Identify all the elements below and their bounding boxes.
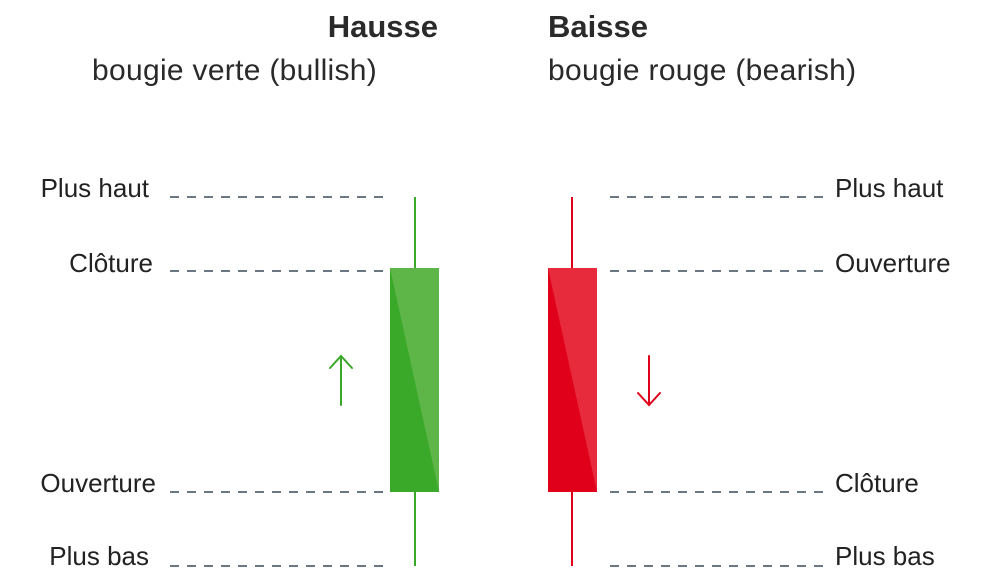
bearish-candle-highlight <box>548 268 597 492</box>
bullish-label-open: Ouverture <box>40 468 156 498</box>
bullish-label-close: Clôture <box>69 248 153 278</box>
bullish-label-high: Plus haut <box>40 173 149 203</box>
bearish-subtitle: bougie rouge (bearish) <box>548 54 857 87</box>
bullish-subtitle: bougie verte (bullish) <box>92 54 378 87</box>
bearish-label-open: Ouverture <box>835 248 951 278</box>
bullish-title: Hausse <box>327 9 438 44</box>
arrow-up-icon <box>329 354 353 406</box>
bearish-label-low: Plus bas <box>835 541 935 571</box>
bearish-label-high: Plus haut <box>835 173 944 203</box>
bearish-label-close: Clôture <box>835 468 919 498</box>
bullish-candle-highlight <box>390 268 439 492</box>
bearish-title: Baisse <box>548 9 648 44</box>
arrow-down-icon <box>637 355 661 407</box>
bullish-label-low: Plus bas <box>49 541 149 571</box>
